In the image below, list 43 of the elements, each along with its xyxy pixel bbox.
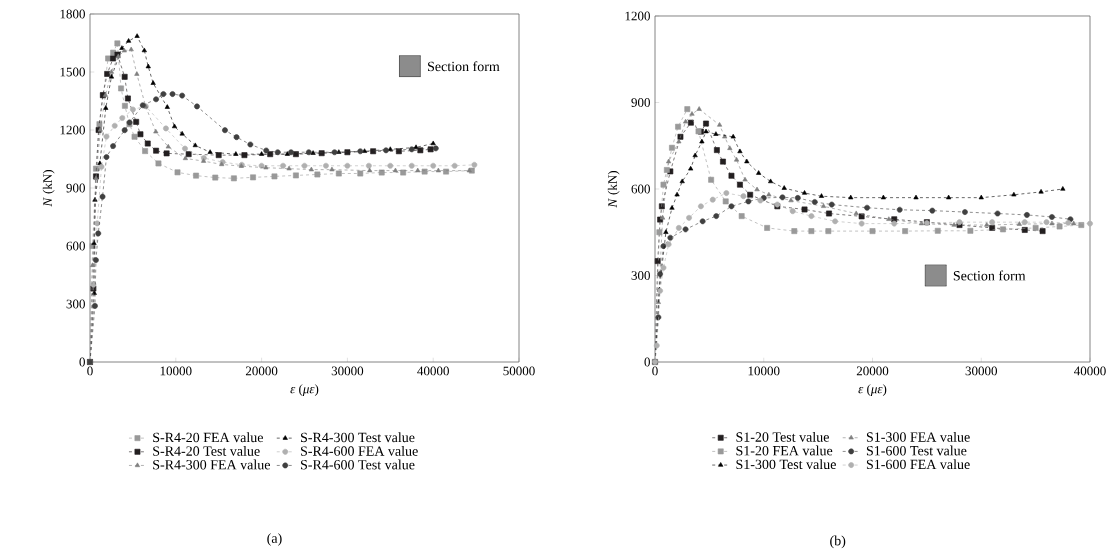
legend-label: S-R4-20 FEA value: [153, 432, 263, 443]
annotation: Section form: [953, 270, 1026, 281]
legend-label: S-R4-600 Test value: [301, 459, 415, 470]
legend-label: S-R4-600 FEA value: [301, 445, 418, 456]
y-tick-label: 600: [631, 184, 650, 194]
legend-label: S1-20 Test value: [736, 431, 829, 442]
legend-label: S-R4-300 Test value: [301, 432, 415, 443]
y-tick-label: 600: [66, 241, 85, 251]
y-tick-label: 900: [631, 98, 650, 107]
legend-label: S1-600 FEA value: [866, 459, 970, 470]
y-tick-label: 300: [66, 299, 85, 309]
y-tick-label: 1500: [60, 67, 85, 77]
x-tick-label: 10000: [748, 366, 780, 376]
annotation: Section form: [428, 61, 500, 72]
x-axis-title: ε (με): [290, 384, 319, 396]
x-tick-label: 0: [652, 366, 658, 376]
legend-label: S1-20 FEA value: [736, 445, 833, 456]
y-axis-title: N (kN): [607, 171, 620, 208]
legend-label: S-R4-20 Test value: [153, 445, 260, 456]
x-tick-label: 0: [87, 366, 93, 376]
y-tick-label: 1200: [60, 125, 85, 135]
legend-label: S1-300 FEA value: [866, 431, 970, 442]
x-tick-label: 50000: [503, 366, 535, 376]
x-axis-title: ε (με): [858, 384, 887, 396]
y-tick-label: 1200: [625, 11, 650, 21]
y-tick-label: 0: [79, 357, 85, 367]
x-tick-label: 40000: [417, 366, 449, 376]
legend-label: S1-600 Test value: [866, 445, 967, 456]
x-tick-label: 10000: [160, 366, 192, 376]
x-tick-label: 30000: [331, 366, 364, 376]
x-tick-label: 20000: [856, 366, 889, 376]
y-tick-label: 900: [66, 183, 85, 193]
y-tick-label: 1800: [60, 9, 85, 19]
y-tick-label: 0: [644, 357, 650, 367]
text: (a): [267, 533, 282, 546]
x-tick-label: 30000: [965, 366, 998, 376]
legend-label: S-R4-300 FEA value: [153, 459, 270, 470]
y-tick-label: 300: [631, 271, 650, 280]
y-axis-title: N (kN): [42, 170, 55, 207]
x-tick-label: 20000: [245, 366, 278, 376]
text: (b): [830, 535, 846, 549]
x-tick-label: 40000: [1074, 366, 1106, 376]
legend-label: S1-300 Test value: [736, 459, 836, 470]
